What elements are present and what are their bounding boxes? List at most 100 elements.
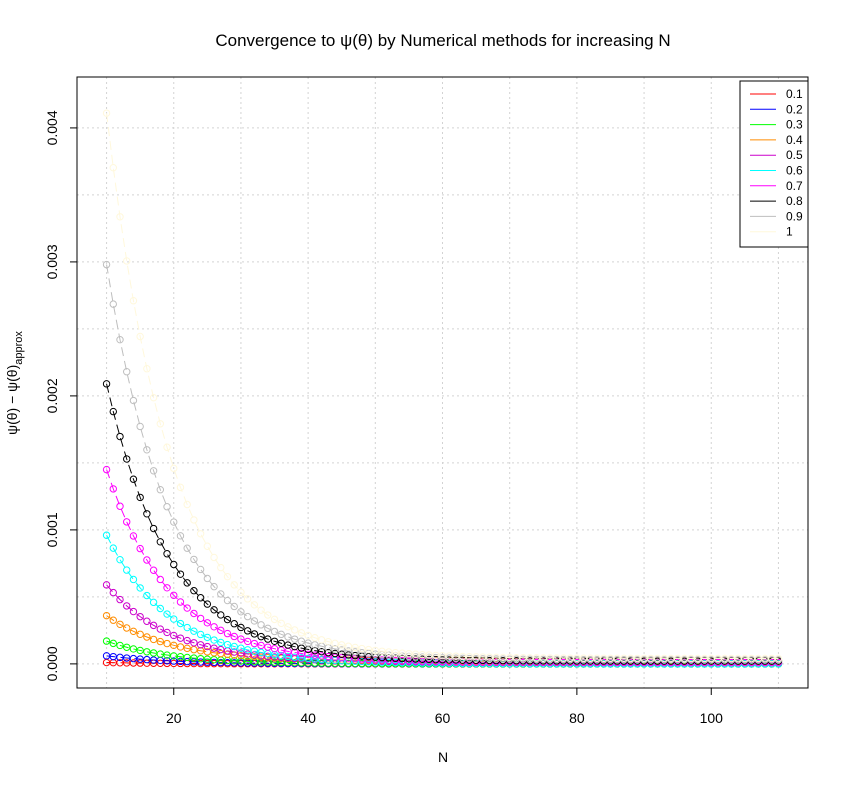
- data-point: [163, 550, 171, 558]
- data-point: [190, 627, 198, 635]
- data-point: [170, 560, 178, 569]
- data-point: [230, 642, 238, 651]
- data-point: [217, 590, 225, 598]
- data-point: [257, 632, 265, 641]
- data-point: [143, 591, 151, 600]
- data-point: [243, 627, 252, 635]
- data-point: [237, 608, 245, 616]
- data-point: [237, 588, 245, 596]
- x-tick-label: 60: [435, 710, 451, 726]
- data-point: [230, 581, 238, 589]
- data-point: [264, 635, 272, 643]
- x-tick-label: 80: [569, 710, 585, 726]
- data-point: [170, 518, 178, 526]
- series-1: [102, 109, 783, 663]
- x-tick-label: 40: [300, 710, 316, 726]
- data-point: [109, 164, 117, 172]
- data-point: [136, 646, 144, 655]
- data-point: [149, 393, 158, 402]
- data-point: [176, 483, 185, 492]
- data-point: [116, 213, 124, 221]
- data-point: [143, 446, 151, 454]
- data-point: [210, 553, 218, 562]
- data-point: [237, 623, 245, 632]
- data-point: [243, 595, 252, 603]
- data-point: [102, 611, 111, 620]
- data-point: [116, 502, 124, 510]
- data-point: [123, 643, 131, 651]
- data-point: [223, 572, 232, 581]
- data-point: [257, 606, 265, 614]
- data-point: [102, 380, 111, 388]
- data-point: [156, 604, 165, 613]
- data-point: [250, 601, 259, 609]
- data-point: [170, 615, 178, 623]
- legend-label: 0.9: [786, 209, 803, 223]
- grid-lines: [77, 77, 808, 688]
- data-point: [250, 639, 259, 648]
- data-point: [183, 500, 191, 509]
- data-point: [264, 624, 272, 633]
- data-point: [243, 612, 252, 621]
- data-point: [190, 609, 198, 618]
- series-line: [106, 535, 779, 665]
- legend-label: 0.3: [786, 118, 803, 132]
- data-point: [149, 524, 158, 533]
- data-point: [123, 566, 131, 574]
- data-point: [243, 646, 252, 654]
- data-point: [170, 631, 178, 640]
- data-point: [176, 643, 185, 651]
- data-point: [264, 611, 272, 619]
- data-point: [176, 634, 185, 642]
- legend-label: 0.8: [786, 194, 803, 208]
- data-point: [163, 639, 171, 648]
- data-point: [102, 109, 111, 117]
- data-point: [143, 633, 151, 641]
- data-point: [217, 638, 225, 647]
- data-point: [170, 641, 178, 650]
- data-point: [264, 643, 272, 651]
- legend-label: 0.4: [786, 133, 803, 147]
- data-point: [129, 627, 138, 636]
- data-point: [284, 623, 292, 631]
- data-point: [109, 485, 117, 493]
- data-point: [183, 636, 191, 645]
- data-point: [123, 624, 131, 632]
- data-point: [143, 617, 151, 625]
- legend: 0.10.2 0.30.40.5 0.60.70.80.9 1: [739, 80, 809, 248]
- data-point: [176, 570, 185, 578]
- data-point: [123, 368, 131, 376]
- data-point: [237, 635, 245, 643]
- data-point: [136, 332, 144, 341]
- data-point: [129, 575, 138, 584]
- data-point: [156, 538, 165, 546]
- data-point: [116, 641, 124, 650]
- data-point: [344, 642, 353, 650]
- y-tick-label: 0.002: [44, 378, 60, 413]
- data-point: [210, 636, 218, 644]
- data-point: [223, 596, 232, 605]
- series-line: [106, 264, 779, 661]
- data-point: [143, 556, 151, 564]
- data-point: [257, 621, 265, 629]
- data-point: [284, 641, 292, 649]
- data-point: [250, 630, 259, 638]
- data-point: [270, 615, 279, 624]
- data-point: [324, 637, 332, 646]
- x-tick-label: 20: [166, 710, 182, 726]
- data-point: [116, 555, 124, 564]
- data-point: [217, 645, 225, 654]
- data-point: [102, 465, 111, 474]
- data-point: [149, 621, 158, 630]
- data-point: [190, 555, 198, 564]
- data-point: [163, 503, 171, 511]
- data-point: [116, 595, 124, 604]
- data-point: [210, 623, 218, 631]
- data-point: [102, 637, 111, 645]
- data-point: [129, 645, 138, 653]
- data-point: [203, 633, 212, 642]
- y-tick-label: 0.001: [44, 512, 60, 547]
- data-point: [210, 644, 218, 652]
- data-point: [190, 639, 198, 647]
- series-line: [106, 113, 779, 660]
